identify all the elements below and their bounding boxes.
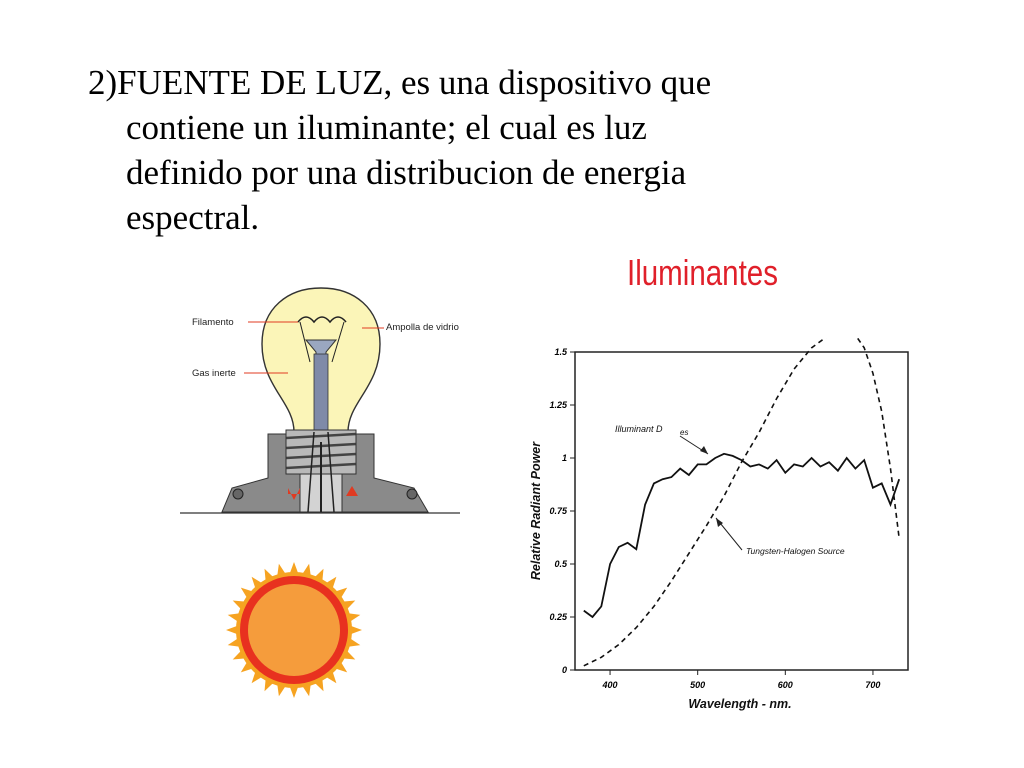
slide-body-text: 2)FUENTE DE LUZ, es una dispositivo que …: [88, 60, 948, 240]
chart-series: [583, 338, 901, 667]
label-ampolla: Ampolla de vidrio: [386, 322, 459, 333]
plot-frame: [574, 351, 909, 671]
sun-ray: [289, 562, 299, 576]
x-tick-label: 700: [865, 680, 880, 690]
x-axis-ticks: 400 500 600 700: [602, 670, 880, 690]
annotation-illuminant: Illuminant D: [615, 424, 663, 434]
y-tick-label: 1.5: [554, 347, 568, 357]
label-gas-inerte: Gas inerte: [192, 368, 236, 379]
y-tick-label: 1: [562, 453, 567, 463]
chart-heading: Iluminantes: [627, 252, 778, 293]
current-arrow-icon: [286, 488, 300, 500]
sun-ray: [324, 576, 337, 591]
label-filament: Filamento: [192, 317, 234, 328]
sun-ray: [289, 684, 299, 698]
chart-annotations: Illuminant D es Tungsten-Halogen Source: [615, 424, 845, 556]
x-tick-label: 500: [690, 680, 705, 690]
y-axis-ticks: 0 0.25 0.5 0.75 1 1.25 1.5: [549, 347, 575, 675]
annotation-tungsten: Tungsten-Halogen Source: [746, 546, 845, 556]
sun-ray: [348, 625, 362, 635]
x-tick-label: 400: [602, 680, 618, 690]
sun-ray: [226, 625, 240, 635]
sun-ray: [324, 669, 337, 684]
sun-ray: [333, 660, 348, 673]
x-tick-label: 600: [778, 680, 793, 690]
y-tick-label: 0.75: [549, 506, 568, 516]
current-arrow-icon: [346, 486, 358, 496]
y-axis-label: Relative Radiant Power: [529, 441, 543, 580]
sun-icon: [226, 562, 362, 698]
spectral-power-chart: 0 0.25 0.5 0.75 1 1.25 1.5 400 500 600 700 Illumi…: [529, 338, 909, 711]
series-line-tungsten-halogen: [583, 338, 900, 667]
light-bulb-diagram: Filamento Gas inerte Ampolla de vidrio: [180, 287, 460, 514]
annotation-es: es: [680, 428, 688, 437]
sun-ray: [240, 587, 255, 600]
sun-ray: [251, 576, 264, 591]
y-tick-label: 0.25: [549, 612, 568, 622]
y-tick-label: 0.5: [554, 559, 568, 569]
x-axis-label: Wavelength - nm.: [688, 697, 791, 711]
series-line-illuminant-d: [583, 452, 901, 619]
text-line-4: espectral.: [126, 198, 260, 237]
text-line-3: definido por una distribucion de energia: [126, 153, 687, 192]
text-line-1: 2)FUENTE DE LUZ, es una dispositivo que: [88, 63, 712, 102]
y-tick-label: 0: [562, 665, 567, 675]
text-line-2: contiene un iluminante; el cual es luz: [126, 108, 647, 147]
sun-ray: [240, 660, 255, 673]
sun-ray: [251, 669, 264, 684]
sun-ray: [333, 587, 348, 600]
y-tick-label: 1.25: [549, 400, 568, 410]
